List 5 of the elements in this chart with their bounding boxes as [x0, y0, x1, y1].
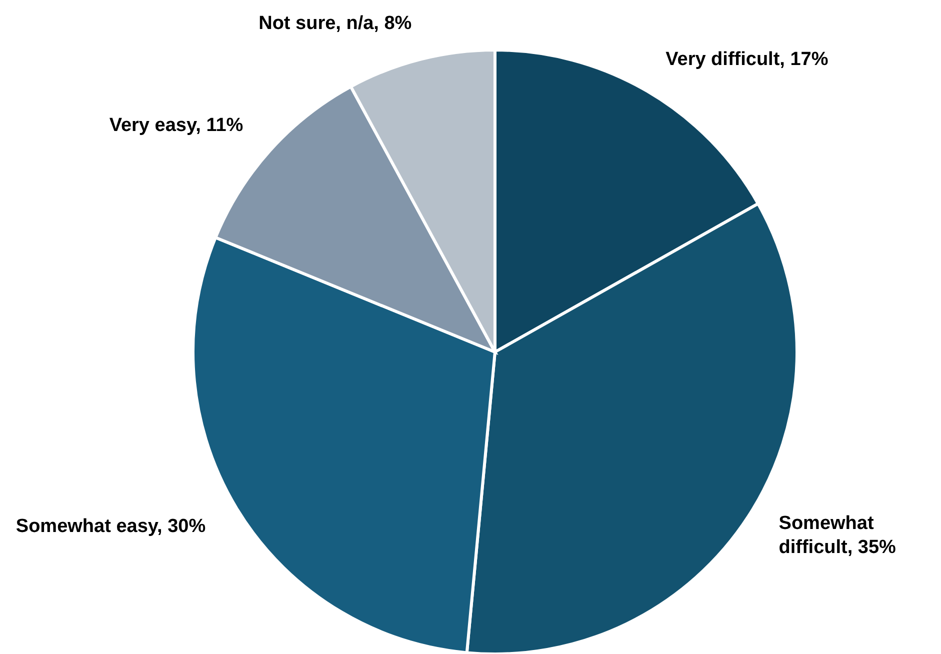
- slice-label: Very difficult, 17%: [666, 48, 828, 72]
- slice-label: Very easy, 11%: [109, 114, 244, 138]
- slice-label: Somewhat easy, 30%: [16, 515, 206, 540]
- slice-label: Not sure, n/a, 8%: [258, 12, 412, 36]
- slice-label: Somewhat difficult, 35%: [778, 512, 897, 560]
